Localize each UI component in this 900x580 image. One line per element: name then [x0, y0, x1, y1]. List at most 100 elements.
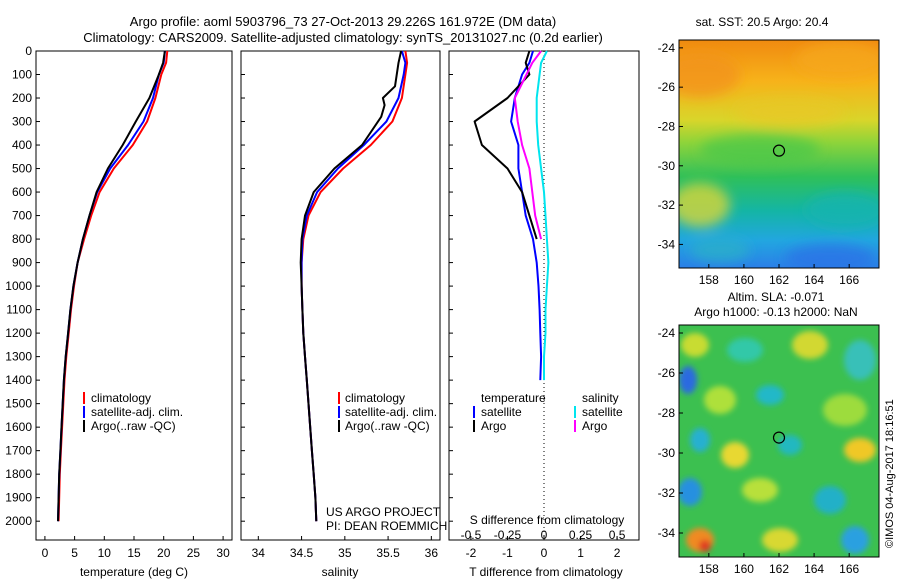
s-diff-tick-label: -0.5: [461, 528, 482, 542]
project-annotation-line2: PI: DEAN ROEMMICH: [326, 519, 447, 533]
x-tick-label: 34: [252, 546, 266, 560]
x-tick-label: 10: [98, 546, 112, 560]
sla-map: [679, 325, 879, 557]
map-x-tick-label: 158: [699, 562, 719, 576]
map-y-tick-label: -34: [658, 237, 676, 251]
legend-label-argo: Argo(..raw -QC): [91, 419, 176, 433]
x-tick-label: 35.5: [376, 546, 400, 560]
legend-label-temp-argo: Argo: [481, 419, 507, 433]
difference-series: [473, 50, 550, 381]
depth-tick-label: 1600: [5, 420, 32, 434]
x-tick-label: -1: [502, 546, 513, 560]
depth-tick-label: 900: [12, 256, 32, 270]
x-tick-label: 36: [425, 546, 439, 560]
depth-tick-label: 1400: [5, 373, 32, 387]
legend-label-satellite: satellite-adj. clim.: [345, 405, 437, 419]
s-diff-tick-label: -0.25: [494, 528, 522, 542]
map-x-tick-label: 164: [804, 273, 824, 287]
sla-map-title: Altim. SLA: -0.071: [728, 290, 825, 304]
s-diff-tick-label: 0.5: [609, 528, 626, 542]
map-y-tick-label: -28: [658, 406, 676, 420]
legend-label-argo: Argo(..raw -QC): [345, 419, 430, 433]
series-line-argo-raw-qc-: [57, 50, 166, 522]
x-tick-label: 25: [187, 546, 201, 560]
sst-map-title: sat. SST: 20.5 Argo: 20.4: [696, 15, 829, 29]
depth-tick-label: 600: [12, 185, 32, 199]
sst-argo-position-marker: [772, 144, 786, 157]
series-line-climatology: [300, 50, 409, 522]
salinity-axis: 34 34.5 35 35.5 36: [252, 536, 439, 560]
legend-label-climatology: climatology: [91, 391, 151, 405]
sst-map: [679, 40, 879, 268]
series-line-argo-raw-qc-: [299, 50, 403, 522]
map-y-tick-label: -30: [658, 159, 676, 173]
x-tick-label: 34.5: [290, 546, 314, 560]
map-y-tick-label: -26: [658, 80, 676, 94]
x-tick-label: 0: [541, 546, 548, 560]
depth-tick-label: 1100: [6, 303, 32, 317]
figure-title-line1: Argo profile: aoml 5903796_73 27-Oct-201…: [130, 14, 556, 29]
project-annotation-line1: US ARGO PROJECT: [326, 505, 441, 519]
difference-top-label: S difference from climatology: [470, 513, 625, 527]
depth-tick-label: 300: [12, 115, 32, 129]
map-y-tick-label: -32: [658, 198, 676, 212]
map-y-tick-label: -26: [658, 366, 676, 380]
x-tick-label: 2: [614, 546, 621, 560]
difference-legend: temperature salinity satellite Argo sate…: [473, 391, 623, 433]
depth-axis: 0 100 200 300 400 500 600 700 800 900 1000 1100 1200…: [5, 44, 453, 528]
depth-tick-label: 400: [12, 138, 32, 152]
series-line-salinity-argo: [513, 50, 543, 240]
sst-map-axes: 158 160 162 164 166 -24 -26 -28 -30 -32 -34: [658, 41, 860, 287]
depth-tick-label: 700: [12, 209, 32, 223]
map-y-tick-label: -30: [658, 446, 676, 460]
depth-tick-label: 100: [12, 68, 32, 82]
temperature-xlabel: temperature (deg C): [80, 565, 188, 579]
depth-tick-label: 2000: [5, 514, 32, 528]
map-x-tick-label: 162: [769, 273, 789, 287]
depth-tick-label: 1300: [5, 350, 32, 364]
salinity-xlabel: salinity: [322, 565, 359, 579]
depth-tick-label: 0: [25, 44, 32, 58]
series-line-salinity-satellite: [535, 50, 550, 381]
depth-tick-label: 1500: [5, 397, 32, 411]
figure-title-line2: Climatology: CARS2009. Satellite-adjuste…: [83, 30, 603, 45]
depth-tick-label: 200: [12, 91, 32, 105]
sla-map-subtitle: Argo h1000: -0.13 h2000: NaN: [694, 305, 857, 319]
s-diff-tick-label: 0.25: [569, 528, 593, 542]
temperature-legend: climatology satellite-adj. clim. Argo(..…: [83, 391, 183, 433]
series-line-climatology: [57, 50, 169, 522]
map-y-tick-label: -24: [658, 326, 676, 340]
imos-credit: ©IMOS 04-Aug-2017 18:16:51: [884, 399, 896, 548]
x-tick-label: 1: [577, 546, 584, 560]
x-tick-label: 30: [216, 546, 230, 560]
legend-title-temperature: temperature: [481, 391, 546, 405]
map-y-tick-label: -28: [658, 119, 676, 133]
map-y-tick-label: -24: [658, 41, 676, 55]
x-tick-label: 20: [157, 546, 171, 560]
map-x-tick-label: 164: [804, 562, 824, 576]
map-x-tick-label: 160: [734, 562, 754, 576]
depth-tick-label: 1200: [5, 326, 32, 340]
salinity-panel: [240, 50, 441, 541]
legend-label-sal-argo: Argo: [582, 419, 608, 433]
series-line-temperature-argo: [473, 50, 538, 240]
map-y-tick-label: -34: [658, 526, 676, 540]
x-tick-label: 35: [338, 546, 352, 560]
sla-argo-position-marker: [772, 431, 786, 444]
depth-tick-label: 1800: [5, 467, 32, 481]
legend-title-salinity: salinity: [582, 391, 619, 405]
depth-tick-label: 800: [12, 232, 32, 246]
x-tick-label: 0: [42, 546, 49, 560]
depth-tick-label: 1700: [5, 444, 32, 458]
legend-label-climatology: climatology: [345, 391, 405, 405]
temperature-series: [57, 50, 169, 522]
map-x-tick-label: 160: [734, 273, 754, 287]
difference-xlabel: T difference from climatology: [469, 565, 623, 579]
salinity-legend: climatology satellite-adj. clim. Argo(..…: [338, 391, 437, 433]
depth-tick-label: 500: [12, 162, 32, 176]
map-x-tick-label: 166: [839, 562, 859, 576]
map-x-tick-label: 162: [769, 562, 789, 576]
series-line-satellite-adj-clim-: [300, 50, 407, 522]
